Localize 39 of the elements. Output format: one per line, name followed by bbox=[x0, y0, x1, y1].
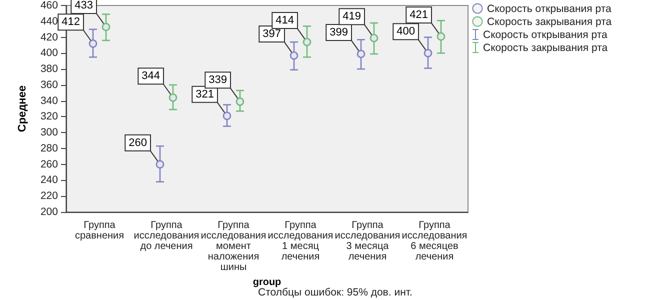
y-tick-label: 460 bbox=[40, 0, 58, 12]
y-tick-label: 360 bbox=[40, 78, 58, 91]
x-tick-label: Группа исследования 6 месяцев лечения bbox=[402, 220, 468, 262]
data-label: 412 bbox=[62, 16, 80, 28]
data-label: 260 bbox=[128, 136, 147, 149]
data-label: 399 bbox=[330, 26, 348, 38]
data-label: 400 bbox=[396, 26, 415, 38]
text: Столбцы ошибок: 95% дов. инт. bbox=[258, 286, 412, 298]
data-label: 419 bbox=[342, 10, 361, 23]
legend-label: Скорость закрывания рта bbox=[483, 42, 608, 54]
x-axis-title: group bbox=[252, 276, 282, 288]
y-tick-label: 300 bbox=[40, 126, 58, 139]
text: Скорость открывания рта bbox=[487, 2, 612, 14]
x-tick-label: Группа исследования 1 месяц лечения bbox=[268, 220, 334, 262]
data-label: 339 bbox=[208, 74, 227, 86]
y-tick-label: 280 bbox=[40, 142, 58, 154]
data-label: 321 bbox=[196, 88, 214, 100]
y-tick-label: 260 bbox=[40, 158, 58, 170]
y-tick-label: 320 bbox=[40, 110, 58, 123]
y-tick-label: 200 bbox=[40, 206, 58, 218]
data-label: 414 bbox=[276, 14, 294, 27]
data-label: 344 bbox=[142, 70, 160, 82]
y-tick-label: 380 bbox=[40, 63, 58, 76]
y-tick-label: 440 bbox=[40, 15, 58, 28]
x-tick-label: Группа исследования 3 месяца лечения bbox=[334, 220, 400, 262]
x-tick-label: Группа исследования момент наложения шины bbox=[200, 220, 266, 273]
data-label: 433 bbox=[74, 0, 93, 12]
legend-label: Скорость открывания рта bbox=[483, 28, 608, 40]
x-tick-label: Группа сравнения bbox=[74, 220, 124, 242]
data-label: 397 bbox=[262, 28, 281, 40]
y-axis-title: Среднее bbox=[16, 85, 28, 132]
y-tick-label: 400 bbox=[40, 47, 58, 60]
text: Скорость закрывания рта bbox=[487, 16, 612, 28]
y-tick-label: 420 bbox=[40, 31, 58, 44]
x-tick-label: Группа исследования до лечения bbox=[134, 220, 200, 252]
y-tick-label: 340 bbox=[40, 94, 58, 107]
data-label: 421 bbox=[410, 8, 428, 21]
y-tick-label: 220 bbox=[40, 190, 58, 202]
y-tick-label: 240 bbox=[40, 174, 58, 186]
